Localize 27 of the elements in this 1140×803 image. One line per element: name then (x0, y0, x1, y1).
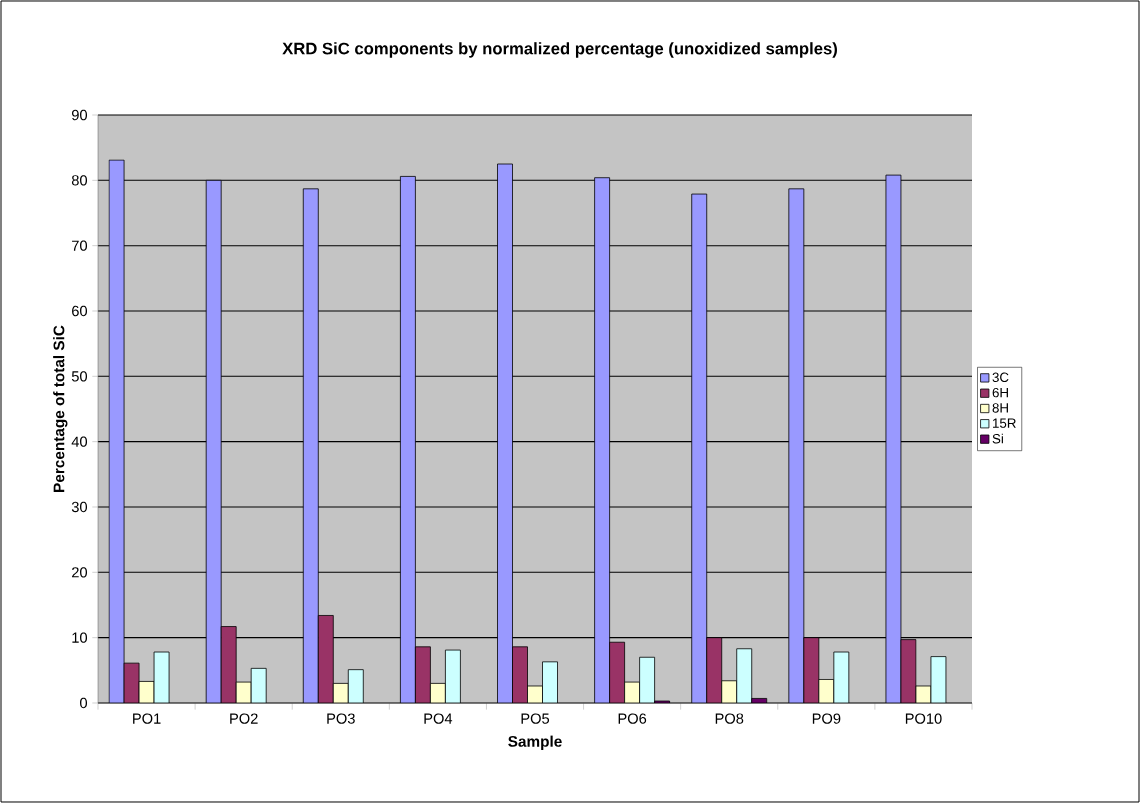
legend-label: 3C (992, 372, 1009, 383)
x-tick-label: PO3 (327, 713, 355, 724)
y-tick-label: 80 (71, 175, 88, 186)
y-tick-label: 60 (72, 305, 88, 317)
x-tick-label: PO9 (812, 713, 841, 724)
legend-label: 6H (992, 387, 1008, 398)
y-tick-label: 90 (71, 109, 88, 121)
y-tick-label: 10 (72, 632, 88, 643)
x-axis-title: Sample (508, 735, 562, 750)
y-tick-label: 0 (80, 697, 88, 709)
chart-title: XRD SiC components by normalized percentage (unoxidized samples) (282, 42, 837, 58)
y-tick-label: 20 (72, 567, 88, 578)
x-tick-label: PO2 (230, 713, 258, 724)
x-tick-label: PO8 (715, 713, 744, 724)
x-tick-label: PO6 (618, 713, 647, 724)
legend-label: 15R (993, 418, 1016, 428)
legend-label: Si (992, 433, 1003, 444)
x-tick-label: PO5 (521, 713, 550, 724)
legend-label: 8H (992, 403, 1008, 413)
x-tick-label: PO4 (424, 713, 453, 724)
y-tick-label: 30 (71, 501, 88, 513)
y-axis-title: Percentage of total SiC (53, 325, 68, 492)
y-tick-label: 40 (71, 436, 88, 447)
y-tick-label: 70 (72, 240, 88, 251)
y-tick-label: 50 (71, 371, 88, 382)
x-tick-label: PO10 (905, 713, 942, 724)
x-tick-label: PO1 (133, 713, 161, 724)
